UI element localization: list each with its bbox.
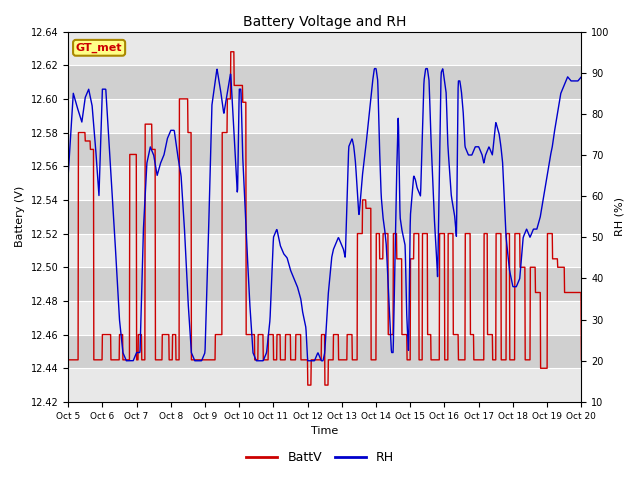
Bar (68, 200, 581, 234)
Title: Battery Voltage and RH: Battery Voltage and RH (243, 15, 406, 29)
Bar (68, 301, 581, 335)
Y-axis label: RH (%): RH (%) (615, 197, 625, 236)
X-axis label: Time: Time (311, 426, 339, 436)
Bar (68, 335, 581, 368)
Y-axis label: Battery (V): Battery (V) (15, 186, 25, 247)
Bar (68, 132, 581, 166)
RH (356, 195, 364, 201)
BattV (227, 49, 235, 55)
RH (302, 328, 310, 334)
Bar (68, 65, 581, 99)
Bar (68, 99, 581, 132)
BattV (64, 357, 72, 363)
Bar (68, 234, 581, 267)
Legend: BattV, RH: BattV, RH (241, 446, 399, 469)
Bar (68, 267, 581, 301)
RH (282, 254, 290, 260)
RH (293, 283, 301, 288)
BattV (357, 231, 365, 237)
BattV (302, 357, 310, 363)
BattV (577, 357, 585, 363)
BattV (282, 332, 290, 337)
Bar (68, 32, 581, 65)
RH (577, 74, 585, 80)
Bar (68, 368, 581, 402)
RH (125, 358, 133, 364)
Bar (68, 166, 581, 200)
BattV (304, 382, 312, 388)
Line: BattV: BattV (68, 52, 581, 385)
BattV (125, 357, 132, 363)
RH (64, 173, 72, 179)
RH (122, 358, 130, 364)
Line: RH: RH (68, 69, 581, 361)
BattV (104, 332, 112, 337)
RH (371, 66, 378, 72)
BattV (293, 332, 301, 337)
RH (104, 121, 112, 127)
Text: GT_met: GT_met (76, 43, 122, 53)
